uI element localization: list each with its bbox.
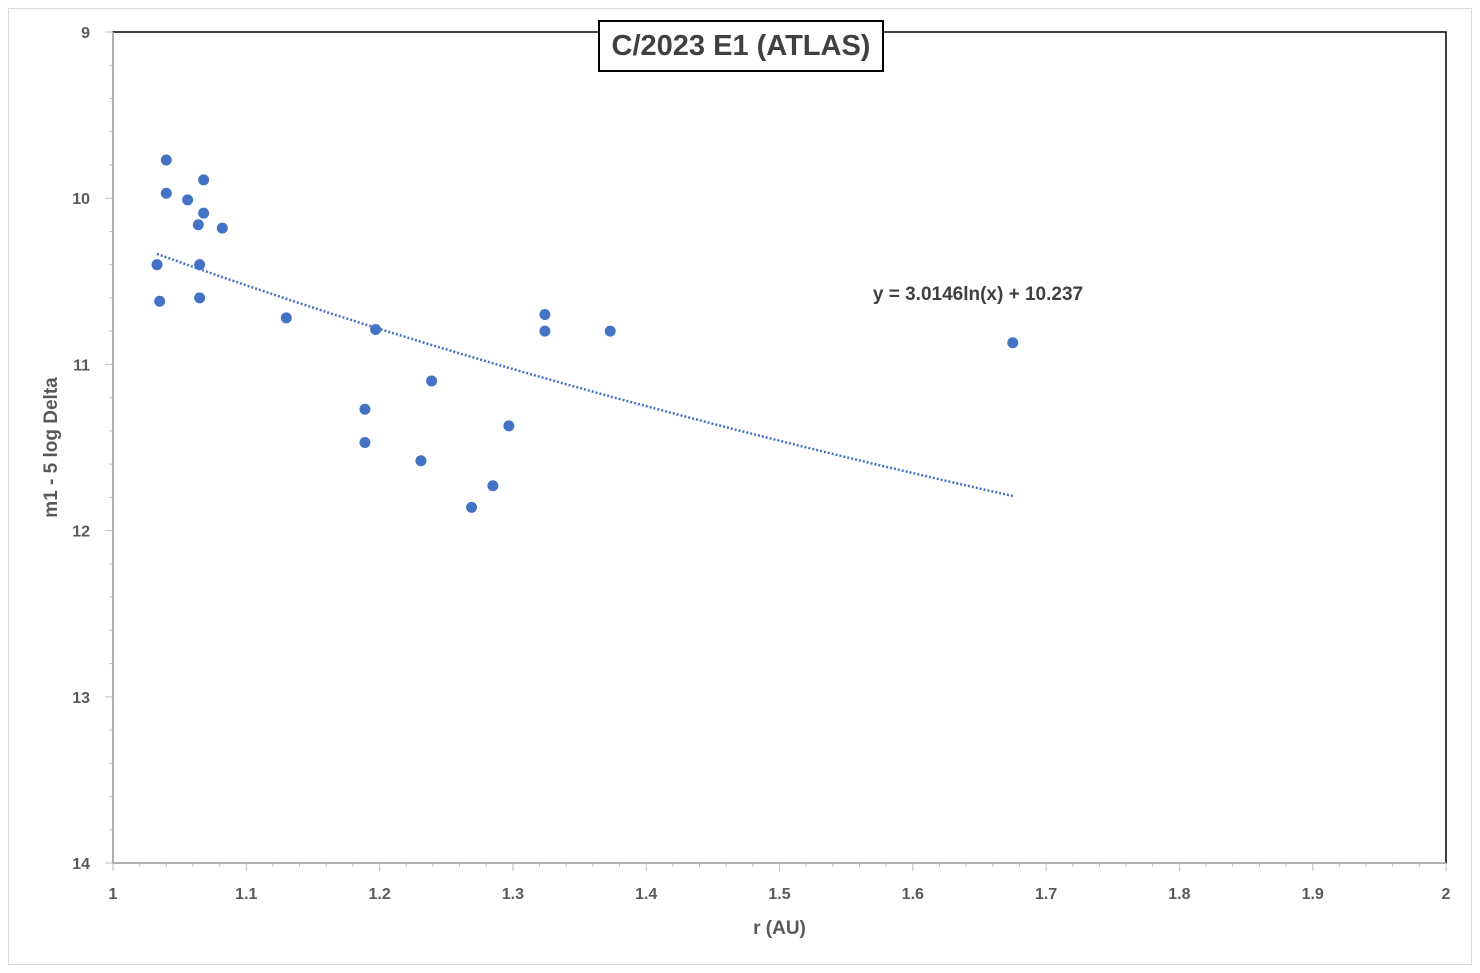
data-point <box>539 309 551 321</box>
trendline <box>156 252 1014 498</box>
x-tick-label: 1.7 <box>1035 886 1057 903</box>
data-point <box>503 420 515 432</box>
data-point <box>359 437 371 449</box>
chart-title: C/2023 E1 (ATLAS) <box>598 20 884 72</box>
data-point <box>182 194 194 206</box>
plot-area <box>112 31 1447 864</box>
x-tick-label: 1 <box>109 886 118 903</box>
y-axis-title: m1 - 5 log Delta <box>41 377 62 518</box>
data-point <box>198 207 210 219</box>
data-point <box>194 292 206 304</box>
y-tick-label: 12 <box>72 524 90 541</box>
x-tick-label: 1.3 <box>502 886 524 903</box>
data-point <box>160 187 172 199</box>
data-point <box>466 501 478 513</box>
x-tick-label: 1.6 <box>902 886 924 903</box>
chart-frame <box>8 8 1472 965</box>
data-point <box>198 174 210 186</box>
data-point <box>359 403 371 415</box>
data-point <box>415 455 427 467</box>
data-point <box>151 259 163 271</box>
y-tick-label: 14 <box>72 856 90 873</box>
data-point <box>487 480 499 492</box>
x-tick-label: 1.1 <box>235 886 257 903</box>
x-tick-label: 1.4 <box>635 886 657 903</box>
y-tick-label: 13 <box>72 690 90 707</box>
trendline-equation: y = 3.0146ln(x) + 10.237 <box>873 284 1083 305</box>
y-tick-label: 10 <box>72 191 90 208</box>
data-point <box>370 323 382 335</box>
x-tick-label: 1.8 <box>1168 886 1190 903</box>
data-point <box>154 295 166 307</box>
x-axis-title: r (AU) <box>753 918 806 939</box>
y-tick-label: 9 <box>81 25 90 42</box>
x-tick-label: 2 <box>1442 886 1451 903</box>
x-tick-label: 1.2 <box>368 886 390 903</box>
data-point <box>160 154 172 166</box>
data-point <box>1007 337 1019 349</box>
data-point <box>426 375 438 387</box>
data-point <box>604 325 616 337</box>
data-point <box>216 222 228 234</box>
x-tick-label: 1.9 <box>1302 886 1324 903</box>
data-point <box>280 312 292 324</box>
data-point <box>192 219 204 231</box>
x-tick-label: 1.5 <box>768 886 790 903</box>
data-point <box>194 259 206 271</box>
data-point <box>539 325 551 337</box>
y-tick-label: 11 <box>73 357 90 374</box>
